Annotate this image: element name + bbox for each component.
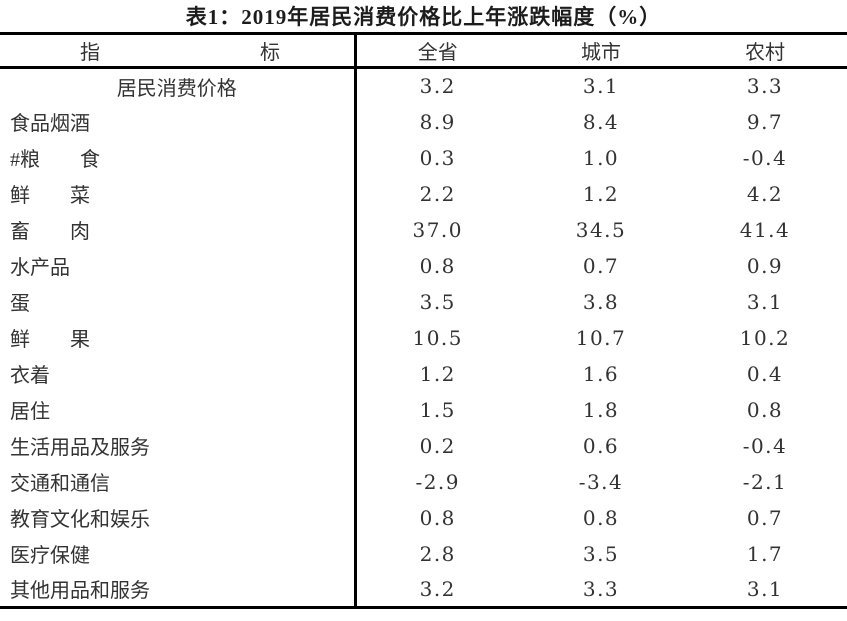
table-row: 居民消费价格 3.2 3.1 3.3 [0,67,847,104]
table-row: 生活用品及服务 0.2 0.6 -0.4 [0,427,847,464]
table-row: 其他用品和服务 3.2 3.3 3.1 [0,571,847,609]
row-value: 1.0 [582,145,620,170]
row-value: 1.5 [419,397,456,422]
header-indicator-char-right: 标 [260,42,280,64]
row-value: 3.1 [746,289,784,314]
table-row: 医疗保健 2.8 3.5 1.7 [0,535,847,572]
row-value: 8.4 [582,109,620,134]
row-value: 10.7 [575,325,627,350]
row-value: 1.2 [419,361,456,386]
row-value: 3.1 [582,74,620,99]
row-value: 0.3 [419,145,456,170]
row-value: -2.9 [415,469,461,494]
row-value: -0.4 [742,433,788,458]
row-label: 衣着 [0,355,357,392]
table-body: 居民消费价格 3.2 3.1 3.3 食品烟酒 8.9 8.4 9.7 #粮 食 0.3 1.0 -0… [0,67,847,609]
table-row: 畜 肉 37.0 34.5 41.4 [0,211,847,248]
row-value: 37.0 [412,217,464,242]
table-row: 食品烟酒 8.9 8.4 9.7 [0,103,847,140]
row-label: 居民消费价格 [0,67,357,104]
row-label: 生活用品及服务 [0,427,357,464]
row-label: 食品烟酒 [0,103,357,140]
row-value: 2.8 [419,541,456,566]
header-indicator-char-left: 指 [80,42,100,64]
row-value: 3.1 [683,571,847,609]
row-value: 3.2 [355,571,519,609]
row-value: 3.5 [582,541,620,566]
row-label: #粮 食 [0,139,357,176]
row-label: 交通和通信 [0,463,357,500]
table-row: 鲜 菜 2.2 1.2 4.2 [0,175,847,212]
cpi-table: 指 标 全省 城市 农村 居民消费价格 3.2 3.1 3.3 食品烟酒 8.9 8.4 9.… [0,32,847,609]
table-row: 居住 1.5 1.8 0.8 [0,391,847,428]
row-value: 0.7 [582,253,620,278]
row-value: 1.8 [582,397,620,422]
row-value: 3.2 [419,74,456,99]
row-value: 0.8 [419,505,456,530]
header-row: 指 标 全省 城市 农村 [0,32,847,69]
row-value: 0.2 [419,433,456,458]
row-label: 医疗保健 [0,535,357,572]
header-cell-rural: 农村 [683,32,847,69]
row-label: 其他用品和服务 [0,571,357,609]
row-value: 3.5 [419,289,456,314]
row-value: 8.9 [419,109,456,134]
row-value: 0.6 [582,433,620,458]
row-label: 蛋 [0,283,357,320]
table-row: 衣着 1.2 1.6 0.4 [0,355,847,392]
table-row: 水产品 0.8 0.7 0.9 [0,247,847,284]
row-value: 1.7 [746,541,784,566]
row-value: 9.7 [746,109,784,134]
header-cell-city: 城市 [519,32,683,69]
row-value: 10.5 [412,325,464,350]
row-label: 水产品 [0,247,357,284]
row-value: 34.5 [575,217,627,242]
row-value: 1.2 [582,181,620,206]
table-row: #粮 食 0.3 1.0 -0.4 [0,139,847,176]
row-value: 2.2 [419,181,456,206]
table-row: 鲜 果 10.5 10.7 10.2 [0,319,847,356]
row-value: -3.4 [578,469,624,494]
row-value: 0.8 [419,253,456,278]
row-value: 0.8 [582,505,620,530]
table-title: 表1：2019年居民消费价格比上年涨跌幅度（%） [185,5,662,29]
row-value: 4.2 [746,181,784,206]
table-header: 指 标 全省 城市 农村 [0,32,847,69]
row-value: 0.7 [746,505,784,530]
table-row: 蛋 3.5 3.8 3.1 [0,283,847,320]
row-label: 居住 [0,391,357,428]
row-value: -0.4 [742,145,788,170]
row-value: 10.2 [739,325,791,350]
header-cell-province: 全省 [355,32,519,69]
row-value: 41.4 [739,217,791,242]
row-label: 鲜 果 [0,319,357,356]
row-value: 3.3 [519,571,683,609]
header-cell-indicator: 指 标 [0,32,357,69]
table-row: 交通和通信 -2.9 -3.4 -2.1 [0,463,847,500]
row-value: 0.4 [746,361,784,386]
row-value: -2.1 [742,469,788,494]
row-value: 0.8 [746,397,784,422]
row-label: 畜 肉 [0,211,357,248]
row-label: 教育文化和娱乐 [0,499,357,536]
row-value: 0.9 [746,253,784,278]
row-value: 3.3 [746,74,784,99]
row-label: 鲜 菜 [0,175,357,212]
table-row: 教育文化和娱乐 0.8 0.8 0.7 [0,499,847,536]
row-value: 3.8 [582,289,620,314]
row-value: 1.6 [582,361,620,386]
